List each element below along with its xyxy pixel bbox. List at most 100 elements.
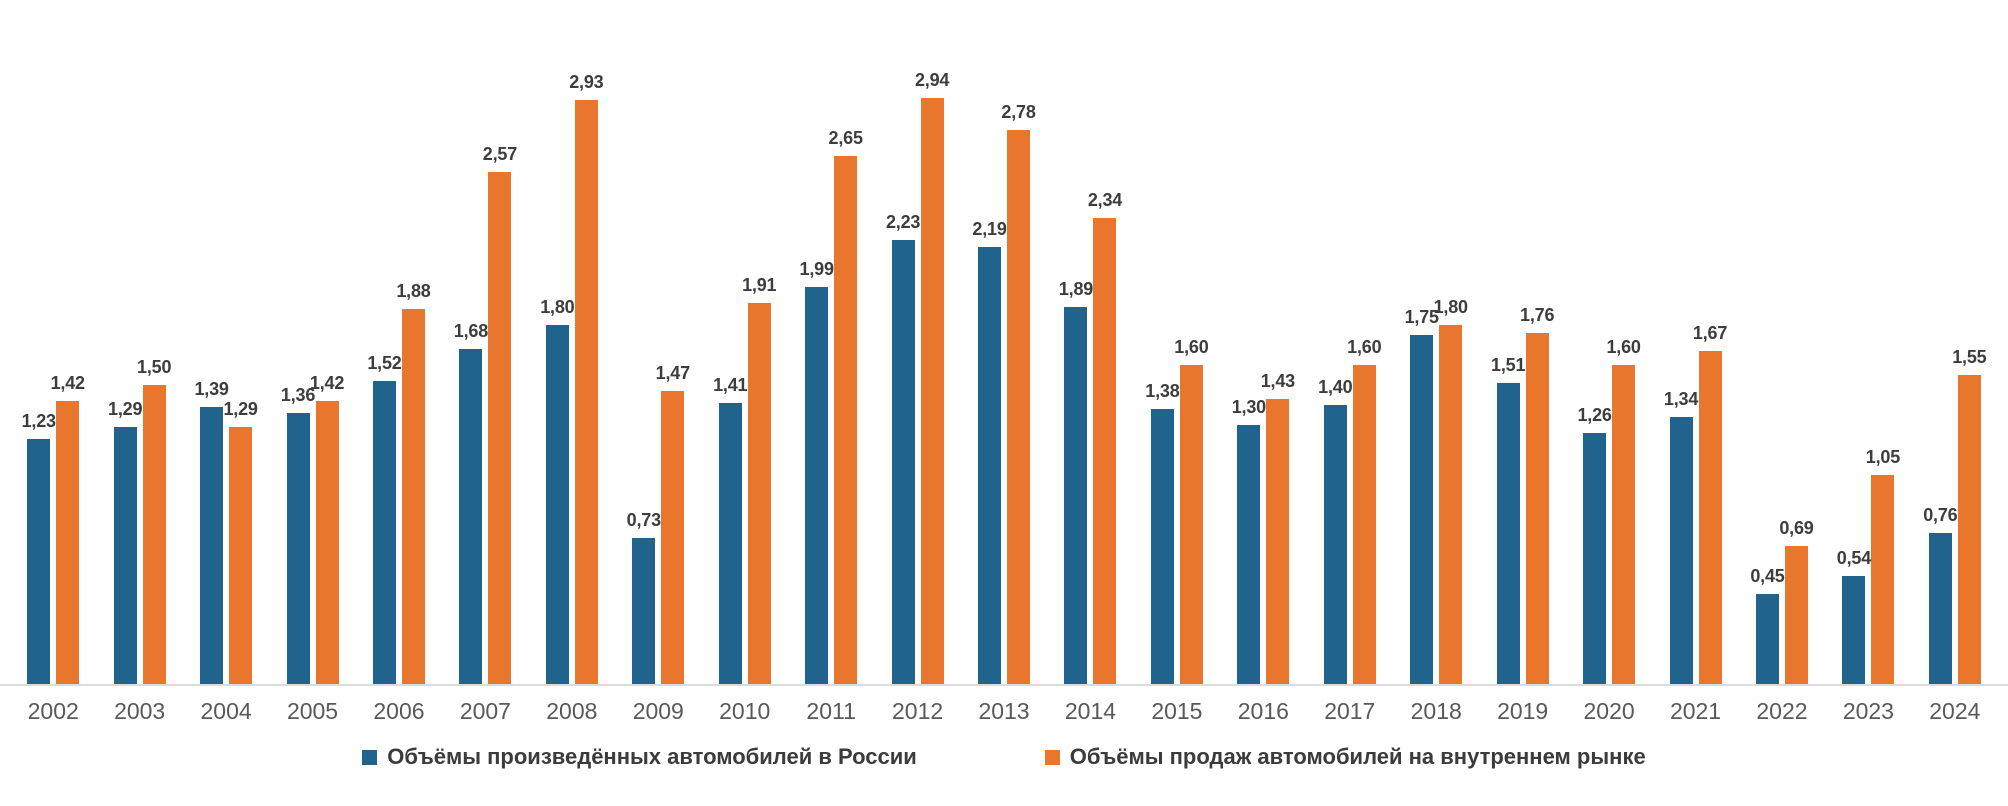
bar-pair: 1,26 1,60 <box>1577 337 1641 684</box>
legend: Объёмы произведённых автомобилей в Росси… <box>0 744 2008 770</box>
bar-produced-2015: 1,38 <box>1145 381 1180 684</box>
plot-area: 1,23 1,42 2002 1,29 1,50 2003 1,39 1,29 2004 1,36… <box>10 0 1998 724</box>
bar-produced-2009: 0,73 <box>627 510 661 684</box>
bar-sales-2019: 1,76 <box>1520 305 1554 684</box>
data-label-produced-2005: 1,36 <box>280 385 316 405</box>
bar-produced-2005: 1,36 <box>281 385 315 684</box>
data-label-sales-2019: 1,76 <box>1520 305 1555 325</box>
legend-label-produced: Объёмы произведённых автомобилей в Росси… <box>387 744 917 769</box>
year-group-2019: 1,51 1,76 2019 <box>1479 0 1565 724</box>
data-label-sales-2008: 2,93 <box>569 72 604 92</box>
x-axis-tick-2013: 2013 <box>978 698 1030 724</box>
data-label-sales-2013: 2,78 <box>1001 102 1036 122</box>
bar-produced-2014: 1,89 <box>1059 279 1093 684</box>
bar-sales-2002: 1,42 <box>51 373 85 684</box>
bar-produced-2020: 1,26 <box>1577 405 1612 684</box>
bar-sales-2016: 1,43 <box>1261 371 1295 684</box>
data-label-sales-2016: 1,43 <box>1260 371 1295 391</box>
bar-sales-2013: 2,78 <box>1001 102 1036 684</box>
year-group-2014: 1,89 2,34 2014 <box>1047 0 1133 724</box>
data-label-produced-2004: 1,39 <box>194 379 229 399</box>
bar-pair: 1,89 2,34 <box>1059 190 1122 684</box>
bar-sales-2003: 1,50 <box>137 357 171 684</box>
bar-produced-2024: 0,76 <box>1923 505 1958 684</box>
data-label-produced-2016: 1,30 <box>1231 397 1266 417</box>
year-group-2013: 2,19 2,78 2013 <box>961 0 1047 724</box>
x-axis-line <box>0 684 2008 686</box>
bar-sales-2021: 1,67 <box>1693 323 1727 684</box>
data-label-sales-2022: 0,69 <box>1779 518 1814 538</box>
x-axis-tick-2017: 2017 <box>1324 698 1376 724</box>
data-label-sales-2021: 1,67 <box>1692 323 1728 343</box>
bar-pair: 1,75 1,80 <box>1405 297 1468 684</box>
data-label-produced-2013: 2,19 <box>972 219 1007 239</box>
year-group-2010: 1,41 1,91 2010 <box>702 0 788 724</box>
x-axis-tick-2007: 2007 <box>459 698 511 724</box>
data-label-sales-2004: 1,29 <box>223 399 258 419</box>
data-label-sales-2011: 2,65 <box>828 128 863 148</box>
bar-pair: 1,30 1,43 <box>1232 371 1295 684</box>
data-label-produced-2003: 1,29 <box>108 399 143 419</box>
year-group-2011: 1,99 2,65 2011 <box>788 0 874 724</box>
x-axis-tick-2022: 2022 <box>1756 698 1808 724</box>
bar-sales-2024: 1,55 <box>1952 347 1987 684</box>
data-label-sales-2017: 1,60 <box>1347 337 1382 357</box>
bar-pair: 0,73 1,47 <box>627 363 690 684</box>
bar-pair: 1,99 2,65 <box>800 128 863 684</box>
x-axis-tick-2014: 2014 <box>1064 698 1117 724</box>
data-label-produced-2002: 1,23 <box>21 411 56 431</box>
legend-item-produced: Объёмы произведённых автомобилей в Росси… <box>362 744 917 770</box>
bar-produced-2021: 1,34 <box>1664 389 1698 684</box>
x-axis-tick-2016: 2016 <box>1237 698 1289 724</box>
bar-sales-2005: 1,42 <box>310 373 344 684</box>
year-group-2009: 0,73 1,47 2009 <box>615 0 701 724</box>
x-axis-tick-2023: 2023 <box>1842 698 1894 724</box>
bar-pair: 0,76 1,55 <box>1923 347 1987 684</box>
data-label-sales-2005: 1,42 <box>309 373 345 393</box>
data-label-produced-2007: 1,68 <box>453 321 489 341</box>
data-label-sales-2002: 1,42 <box>50 373 85 393</box>
year-group-2022: 0,45 0,69 2022 <box>1739 0 1825 724</box>
data-label-produced-2023: 0,54 <box>1836 548 1872 568</box>
bar-pair: 1,38 1,60 <box>1145 337 1209 684</box>
bar-pair: 1,29 1,50 <box>108 357 171 684</box>
data-label-sales-2007: 2,57 <box>482 144 518 164</box>
data-label-produced-2008: 1,80 <box>540 297 575 317</box>
data-label-sales-2010: 1,91 <box>742 275 777 295</box>
data-label-sales-2020: 1,60 <box>1606 337 1641 357</box>
bar-produced-2023: 0,54 <box>1837 548 1871 684</box>
bar-sales-2004: 1,29 <box>223 399 258 684</box>
data-label-produced-2009: 0,73 <box>626 510 661 530</box>
year-group-2003: 1,29 1,50 2003 <box>96 0 182 724</box>
bar-sales-2017: 1,60 <box>1347 337 1382 684</box>
x-axis-tick-2003: 2003 <box>114 698 166 724</box>
bar-sales-2009: 1,47 <box>656 363 690 684</box>
year-group-2024: 0,76 1,55 2024 <box>1912 0 1998 724</box>
bar-sales-2012: 2,94 <box>915 70 949 684</box>
bar-produced-2010: 1,41 <box>713 375 748 684</box>
bar-sales-2015: 1,60 <box>1174 337 1209 684</box>
legend-item-sales: Объёмы продаж автомобилей на внутреннем … <box>1044 744 1646 770</box>
bar-pair: 1,39 1,29 <box>194 379 258 684</box>
bar-sales-2010: 1,91 <box>742 275 777 684</box>
bar-pair: 1,80 2,93 <box>540 72 604 684</box>
bar-produced-2003: 1,29 <box>108 399 142 684</box>
bar-pair: 1,36 1,42 <box>281 373 344 684</box>
data-label-sales-2023: 1,05 <box>1865 447 1901 467</box>
data-label-sales-2024: 1,55 <box>1952 347 1987 367</box>
year-group-2007: 1,68 2,57 2007 <box>442 0 528 724</box>
bar-produced-2002: 1,23 <box>22 411 56 684</box>
x-axis-tick-2015: 2015 <box>1151 698 1203 724</box>
bar-sales-2020: 1,60 <box>1606 337 1641 684</box>
x-axis-tick-2021: 2021 <box>1669 698 1722 724</box>
x-axis-tick-2002: 2002 <box>27 698 79 724</box>
bar-produced-2022: 0,45 <box>1750 566 1785 684</box>
bar-sales-2006: 1,88 <box>396 281 431 684</box>
data-label-produced-2020: 1,26 <box>1577 405 1612 425</box>
year-group-2004: 1,39 1,29 2004 <box>183 0 269 724</box>
bar-produced-2019: 1,51 <box>1491 355 1525 684</box>
x-axis-tick-2006: 2006 <box>373 698 425 724</box>
x-axis-tick-2012: 2012 <box>892 698 944 724</box>
year-group-2015: 1,38 1,60 2015 <box>1134 0 1220 724</box>
bar-sales-2007: 2,57 <box>483 144 517 684</box>
